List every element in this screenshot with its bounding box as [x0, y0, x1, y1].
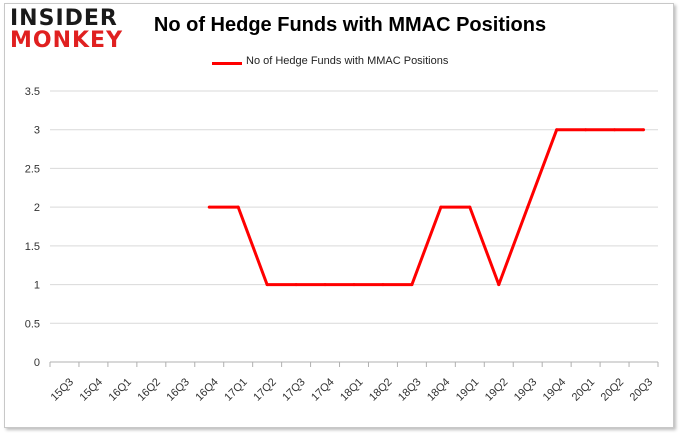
data-point: [642, 128, 646, 132]
x-tick-label: 15Q4: [78, 376, 106, 404]
x-tick-label: 18Q1: [338, 376, 366, 404]
y-tick-label: 2: [34, 202, 40, 214]
data-point: [323, 283, 327, 287]
series-layer: [207, 128, 646, 287]
y-tick-label: 1.5: [25, 241, 40, 253]
data-point: [555, 128, 559, 132]
x-axis: [49, 361, 659, 367]
y-tick-label: 3: [34, 125, 40, 137]
x-tick-label: 16Q3: [164, 376, 192, 404]
gridlines: [50, 90, 658, 363]
legend-swatch: [212, 62, 242, 65]
data-point: [410, 283, 414, 287]
y-tick-label: 0: [34, 357, 40, 369]
data-point: [207, 205, 211, 209]
data-point: [236, 205, 240, 209]
x-tick-label: 15Q3: [49, 376, 77, 404]
x-tick-label: 20Q3: [628, 376, 656, 404]
x-tick-label: 17Q4: [309, 376, 337, 404]
x-tick-label: 17Q2: [251, 376, 279, 404]
data-point: [526, 205, 530, 209]
data-point: [352, 283, 356, 287]
data-point: [294, 283, 298, 287]
x-tick-label: 16Q2: [135, 376, 163, 404]
x-tick-label: 18Q3: [396, 376, 424, 404]
y-tick-label: 0.5: [25, 318, 40, 330]
data-point: [265, 283, 269, 287]
logo-line-1: INSIDER: [10, 6, 118, 31]
data-point: [439, 205, 443, 209]
x-tick-label: 20Q2: [599, 376, 627, 404]
x-tick-label: 20Q1: [570, 376, 598, 404]
chart-title: No of Hedge Funds with MMAC Positions: [153, 14, 547, 36]
data-point: [584, 128, 588, 132]
series-line: [209, 128, 644, 287]
x-tick-label: 19Q3: [512, 376, 540, 404]
chart-frame: [4, 3, 674, 428]
legend-label: No of Hedge Funds with MMAC Positions: [246, 55, 449, 67]
x-tick-label: 19Q2: [483, 376, 511, 404]
x-axis-tick-labels: 15Q3 15Q4 16Q1 16Q2 16Q3 16Q4 17Q1 17Q2 17Q3 17Q4…: [49, 376, 656, 404]
x-tick-label: 17Q3: [280, 376, 308, 404]
x-tick-label: 17Q1: [222, 376, 250, 404]
y-axis-tick-labels: 0 0.5 1 1.5 2 2.5 3 3.5: [25, 86, 40, 369]
x-tick-label: 16Q1: [106, 376, 134, 404]
x-tick-label: 18Q2: [367, 376, 395, 404]
data-point: [468, 205, 472, 209]
data-point: [497, 283, 501, 287]
data-point: [613, 128, 617, 132]
y-tick-label: 1: [34, 280, 40, 292]
x-tick-label: 19Q1: [454, 376, 482, 404]
y-tick-label: 3.5: [25, 86, 40, 98]
x-tick-label: 18Q4: [425, 376, 453, 404]
logo-line-2: MONKEY: [10, 28, 124, 53]
y-tick-label: 2.5: [25, 163, 40, 175]
data-point: [381, 283, 385, 287]
insider-monkey-logo: INSIDER MONKEY: [10, 8, 130, 52]
x-tick-label: 16Q4: [193, 376, 221, 404]
x-tick-label: 19Q4: [541, 376, 569, 404]
